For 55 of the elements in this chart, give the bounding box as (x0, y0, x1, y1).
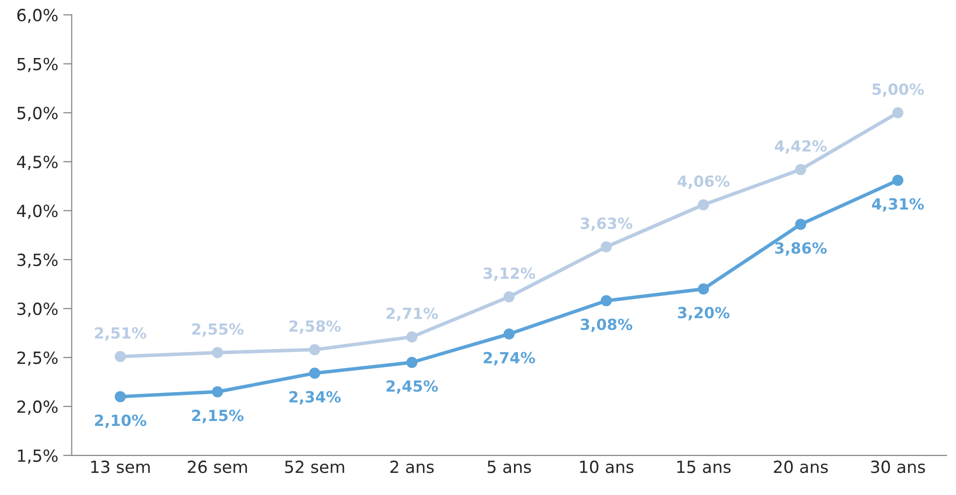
data-label: 2,58% (289, 320, 341, 334)
data-label: 3,12% (484, 267, 536, 281)
data-label: 3,20% (678, 306, 730, 320)
data-label: 2,51% (95, 327, 146, 341)
data-label: 3,08% (580, 318, 632, 332)
y-tick-label: 3,0% (17, 302, 58, 317)
point (698, 283, 710, 295)
data-label: 4,31% (872, 198, 924, 212)
y-tick-label: 5,5% (17, 58, 58, 72)
y-tick-label: 4,0% (16, 204, 58, 219)
point (309, 368, 320, 379)
data-label: 2,45% (386, 380, 438, 394)
x-tick-label: 2 ans (390, 460, 434, 474)
x-tick-label: 20 ans (774, 460, 828, 474)
data-label: 3,63% (580, 218, 632, 232)
y-tick-label: 2,0% (17, 400, 58, 415)
point (600, 295, 612, 306)
data-label: 2,74% (484, 352, 536, 366)
x-tick-label: 15 ans (677, 460, 731, 474)
data-label: 2,71% (386, 308, 438, 322)
point (114, 391, 126, 402)
x-tick-label: 10 ans (580, 460, 634, 474)
x-tick-label: 26 sem (188, 460, 247, 474)
data-label: 5,00% (872, 83, 924, 97)
data-label: 4,06% (678, 175, 730, 189)
x-tick-label: 30 ans (871, 460, 926, 474)
point (406, 356, 418, 368)
data-label: 3,86% (775, 242, 827, 256)
y-tick-label: 6,0% (17, 8, 58, 24)
point (406, 331, 418, 342)
point (309, 344, 320, 356)
y-tick-label: 4,5% (16, 156, 58, 170)
point (892, 107, 904, 118)
point (114, 350, 126, 362)
y-tick-label: 3,5% (17, 254, 58, 268)
data-label: 4,42% (774, 140, 827, 154)
x-tick-label: 13 sem (91, 460, 150, 474)
y-tick-label: 2,5% (17, 351, 58, 366)
x-tick-label: 5 ans (488, 460, 531, 474)
data-label: 2,15% (192, 410, 244, 424)
point (698, 199, 710, 210)
y-tick-label: 1,5% (18, 449, 58, 464)
x-tick-label: 52 sem (285, 460, 344, 474)
point (212, 386, 224, 398)
data-label: 2,55% (192, 323, 244, 337)
point (600, 241, 612, 252)
point (892, 174, 904, 186)
point (212, 347, 224, 358)
data-label: 2,34% (289, 391, 341, 405)
point (504, 328, 515, 340)
data-label: 2,10% (95, 414, 146, 428)
point (504, 291, 515, 302)
point (795, 164, 806, 176)
y-tick-label: 5,0% (17, 106, 58, 122)
point (795, 218, 806, 230)
